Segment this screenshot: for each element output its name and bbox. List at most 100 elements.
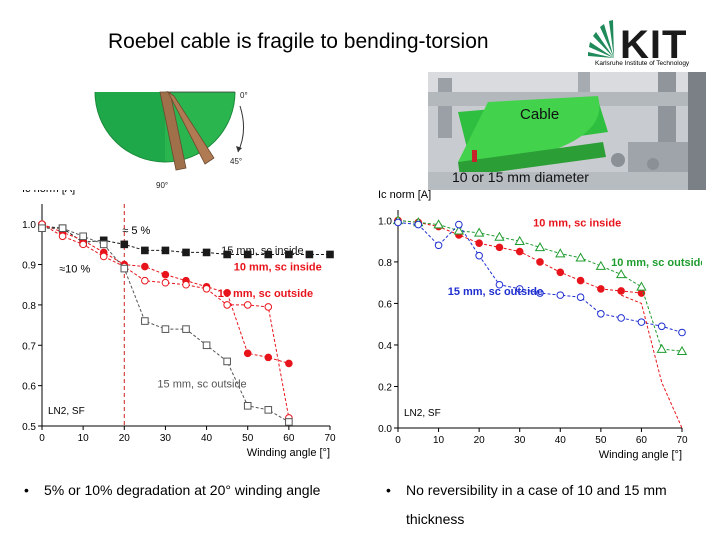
data-point xyxy=(223,301,231,309)
x-tick-label: 10 xyxy=(433,435,445,446)
data-point xyxy=(536,289,544,297)
data-point xyxy=(285,418,293,426)
data-point xyxy=(182,280,190,289)
x-axis-label: Winding angle [°] xyxy=(247,447,330,459)
y-tick-label: 0.2 xyxy=(378,382,392,393)
data-point xyxy=(617,287,625,295)
legend-label: 15 mm, sc inside xyxy=(221,245,304,257)
data-point xyxy=(243,301,252,309)
data-point xyxy=(676,345,688,355)
data-point xyxy=(141,317,149,325)
series-group xyxy=(38,220,293,422)
x-tick-label: 60 xyxy=(283,433,295,444)
data-point xyxy=(453,225,465,235)
x-tick-label: 70 xyxy=(676,435,688,446)
x-tick-label: 10 xyxy=(78,433,90,444)
data-point xyxy=(617,314,625,322)
data-point xyxy=(285,250,293,259)
data-point xyxy=(161,278,170,287)
legend-label: 10 mm, sc inside xyxy=(533,218,621,230)
data-point xyxy=(99,252,108,261)
x-tick-label: 30 xyxy=(514,435,526,446)
data-point xyxy=(182,248,190,257)
x-tick-label: 40 xyxy=(201,433,213,444)
data-point xyxy=(473,227,485,237)
corner-label: LN2, SF xyxy=(48,406,85,417)
data-point xyxy=(678,328,686,337)
series-group xyxy=(620,294,683,429)
x-tick-label: 20 xyxy=(474,435,486,446)
y-tick-label: 0.6 xyxy=(378,299,392,310)
y-tick-label: 0.4 xyxy=(378,341,392,352)
data-point xyxy=(534,242,546,252)
y-tick-label: 1.0 xyxy=(22,220,36,231)
data-point xyxy=(576,276,585,285)
series-line xyxy=(620,294,683,429)
data-point xyxy=(38,224,46,233)
x-tick-label: 0 xyxy=(39,433,45,444)
data-point xyxy=(433,219,444,229)
data-point xyxy=(575,252,586,262)
data-point xyxy=(202,248,211,257)
data-point xyxy=(636,281,647,291)
cable-label: Cable xyxy=(520,106,560,123)
bullet-text: 5% or 10% degradation at 20° winding ang… xyxy=(44,482,321,498)
bullet-text: No reversibility in a case of 10 and 15 … xyxy=(406,482,667,498)
x-tick-label: 60 xyxy=(636,435,648,446)
data-point xyxy=(515,247,524,256)
y-tick-label: 0.9 xyxy=(22,261,36,272)
y-tick-label: 0.6 xyxy=(22,382,36,393)
data-point xyxy=(414,220,423,229)
data-point xyxy=(394,218,402,227)
data-point xyxy=(597,310,605,318)
kit-logo: KIT xyxy=(584,12,704,74)
logo-text: KIT xyxy=(620,23,687,67)
sector-label-45: 45° xyxy=(230,157,242,166)
x-tick-label: 0 xyxy=(395,435,401,446)
data-point xyxy=(223,289,231,297)
slide-title: Roebel cable is fragile to bending-torsi… xyxy=(108,30,489,53)
y-tick-label: 0.5 xyxy=(22,422,36,433)
data-point xyxy=(243,349,252,358)
legend-label: 10 mm, sc outside xyxy=(611,257,702,269)
data-point xyxy=(597,285,605,293)
data-point xyxy=(264,303,273,311)
x-tick-label: 40 xyxy=(555,435,567,446)
y-tick-label: 0.0 xyxy=(378,424,392,435)
data-point xyxy=(514,235,525,245)
data-point xyxy=(455,220,463,229)
data-point xyxy=(120,264,129,273)
data-point xyxy=(264,406,273,414)
series-group xyxy=(392,215,688,355)
y-tick-label: 0.8 xyxy=(378,258,392,269)
x-tick-label: 30 xyxy=(160,433,172,444)
y-axis-label: Ic norm [A] xyxy=(378,190,431,201)
legend-label: 10 mm, sc inside xyxy=(234,262,322,274)
data-point xyxy=(555,248,566,258)
data-point xyxy=(223,250,231,259)
data-point xyxy=(305,250,314,259)
sector-label-90: 90° xyxy=(156,181,168,190)
data-point xyxy=(161,246,170,255)
x-tick-label: 50 xyxy=(242,433,254,444)
data-point xyxy=(161,325,170,333)
data-point xyxy=(475,239,483,248)
y-tick-label: 1.0 xyxy=(378,216,392,227)
bullet-text-continued: thickness xyxy=(406,511,465,527)
data-point xyxy=(79,240,87,249)
annotation-label: ≈10 % xyxy=(59,264,90,276)
data-point xyxy=(141,246,149,255)
y-tick-label: 0.8 xyxy=(22,301,36,312)
series-line xyxy=(397,221,683,333)
data-point xyxy=(161,270,170,279)
data-point xyxy=(434,241,443,250)
data-point xyxy=(243,402,252,410)
data-point xyxy=(202,341,211,350)
data-point xyxy=(58,224,67,233)
data-point xyxy=(182,325,190,333)
data-point xyxy=(326,250,334,259)
data-point xyxy=(120,240,129,249)
data-point xyxy=(637,318,646,326)
data-point xyxy=(141,276,149,285)
legend-label: 15 mm, sc outside xyxy=(157,379,246,391)
